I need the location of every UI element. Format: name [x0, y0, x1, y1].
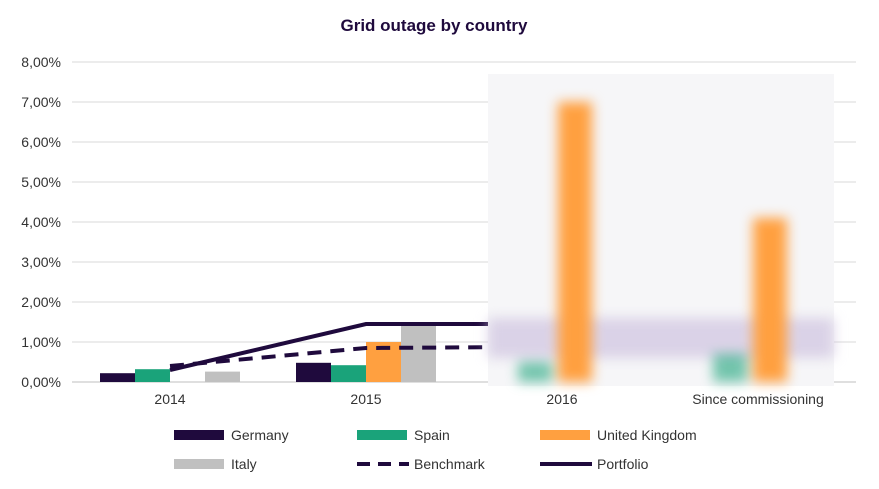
bar-spain: [135, 369, 170, 382]
bar-germany: [296, 362, 331, 382]
legend-label-spain: Spain: [414, 427, 450, 443]
legend-swatch-spain: [357, 430, 407, 440]
y-tick-label: 2,00%: [21, 294, 61, 310]
y-tick-label: 1,00%: [21, 334, 61, 350]
legend-swatch-italy: [174, 459, 224, 469]
y-tick-label: 8,00%: [21, 54, 61, 70]
legend-label-benchmark: Benchmark: [414, 456, 486, 472]
legend-label-portfolio: Portfolio: [597, 456, 649, 472]
blurred-content: [488, 102, 834, 382]
bar-spain: [331, 365, 366, 382]
chart-title: Grid outage by country: [340, 16, 528, 35]
bar-germany: [100, 373, 135, 382]
bar-united-kingdom: [558, 102, 592, 382]
y-tick-label: 5,00%: [21, 174, 61, 190]
bar-italy: [205, 371, 240, 382]
bar-spain: [518, 362, 552, 382]
legend-label-united-kingdom: United Kingdom: [597, 427, 697, 443]
legend-label-italy: Italy: [231, 456, 257, 472]
x-tick-label: 2015: [350, 391, 381, 407]
x-tick-label: 2016: [546, 391, 577, 407]
bar-united-kingdom: [753, 218, 787, 382]
y-tick-label: 3,00%: [21, 254, 61, 270]
legend-swatch-germany: [174, 430, 224, 440]
x-tick-label: Since commissioning: [692, 391, 824, 407]
bar-spain: [713, 354, 747, 382]
bar-italy: [401, 324, 436, 382]
legend-swatch-united-kingdom: [540, 430, 590, 440]
y-tick-label: 7,00%: [21, 94, 61, 110]
y-tick-label: 6,00%: [21, 134, 61, 150]
x-tick-label: 2014: [154, 391, 185, 407]
y-tick-label: 0,00%: [21, 374, 61, 390]
legend-label-germany: Germany: [231, 427, 289, 443]
y-tick-label: 4,00%: [21, 214, 61, 230]
